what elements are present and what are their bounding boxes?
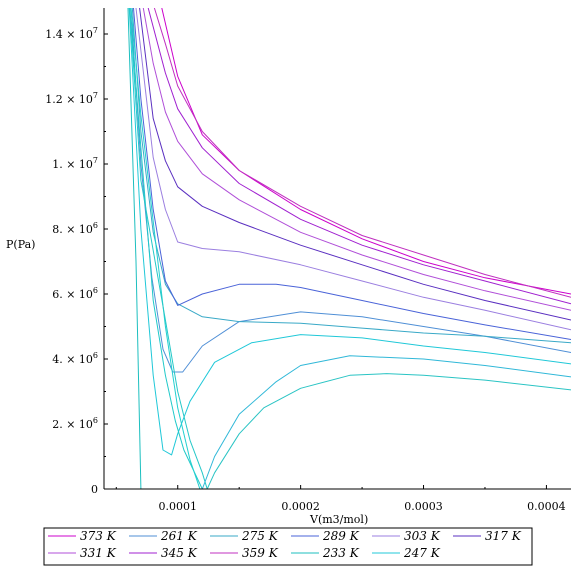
series-line-extra-14 [142,373,571,489]
series-line-331-k [142,8,571,311]
series-line-373-k [161,8,571,295]
y-axis-label: P(Pa) [6,238,35,251]
legend-label: 303 K [404,529,441,543]
x-tick-label: 0.0003 [404,500,443,513]
series-line-275-k [131,8,571,344]
legend-label: 345 K [161,546,198,560]
series-line-233-k [127,8,142,489]
axes [103,8,571,490]
y-tick-label: 0 [91,483,98,496]
legend-label: 247 K [403,546,441,560]
legend-label: 317 K [485,529,522,543]
series-line-261-k [130,8,571,373]
y-tick-label: 1. × 107 [52,156,98,171]
legend-box [43,527,533,566]
series-line-289-k [133,8,571,340]
series-line-extra-12 [130,8,201,489]
legend-label: 331 K [80,546,117,560]
series-line-303-k [135,8,571,331]
legend-label: 289 K [322,529,360,543]
x-axis-label: V(m3/mol) [309,513,368,526]
legend: 373 K 261 K 275 K 289 K 303 K 317 K 331 K 345 K… [43,527,533,566]
legend-label: 233 K [322,546,360,560]
y-tick-label: 8. × 106 [52,221,98,236]
legend-label: 261 K [160,529,198,543]
legend-label: 373 K [80,529,117,543]
series-line-extra-11 [129,8,203,489]
series-line-247-k [128,8,571,456]
y-tick-label: 2. × 106 [52,416,98,431]
x-tick-label: 0.0002 [281,500,320,513]
series-line-extra-15 [201,355,571,489]
y-tick-label: 1.2 × 107 [45,91,98,106]
plot-lines [127,8,571,489]
legend-label: 359 K [242,546,279,560]
x-ticks: 0.0001 0.0002 0.0003 0.0004 [115,485,566,513]
series-line-359-k [153,8,571,298]
y-tick-label: 6. × 106 [52,286,98,301]
x-tick-label: 0.0004 [527,500,566,513]
y-ticks: 0 2. × 106 4. × 106 6. × 106 8. × 106 1. × 10… [45,26,108,496]
series-line-extra-13 [129,8,208,489]
y-tick-label: 1.4 × 107 [45,26,98,41]
series-line-345-k [147,8,571,305]
y-tick-label: 4. × 106 [52,351,98,366]
series-line-317-k [139,8,571,321]
legend-label: 275 K [241,529,279,543]
x-tick-label: 0.0001 [158,500,197,513]
